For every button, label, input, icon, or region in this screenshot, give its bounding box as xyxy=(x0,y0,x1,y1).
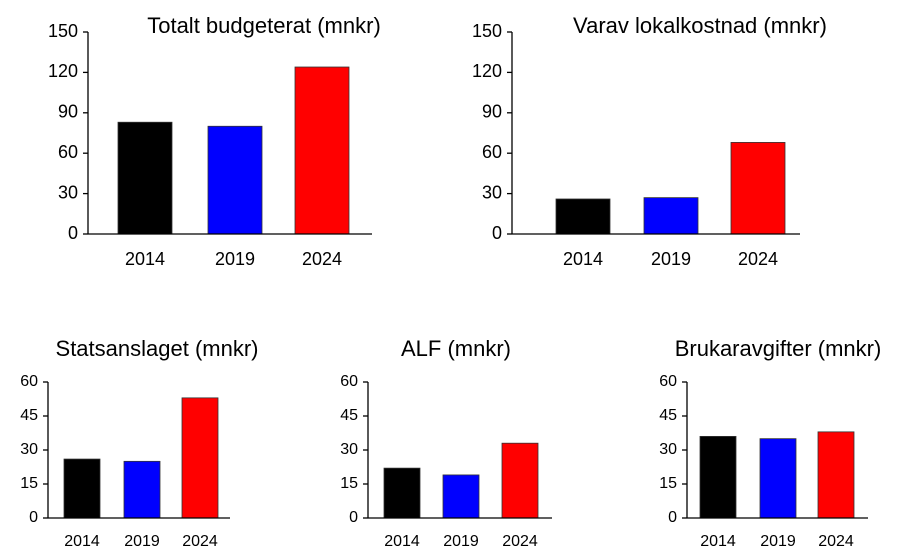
bar xyxy=(555,198,611,235)
bar xyxy=(63,458,101,519)
y-tick-label: 30 xyxy=(58,182,78,202)
x-tick-label: 2019 xyxy=(443,533,479,549)
y-tick-label: 150 xyxy=(472,21,502,41)
x-tick-label: 2014 xyxy=(125,249,165,269)
bar xyxy=(442,474,480,519)
y-tick-label: 15 xyxy=(340,475,358,492)
x-tick-label: 2019 xyxy=(760,533,796,549)
bar xyxy=(699,435,737,519)
x-tick-label: 2024 xyxy=(502,533,538,549)
bar xyxy=(181,397,219,519)
bar xyxy=(730,142,786,235)
x-tick-label: 2014 xyxy=(700,533,736,549)
chart-title: Brukaravgifter (mnkr) xyxy=(675,336,882,361)
x-tick-label: 2019 xyxy=(124,533,160,549)
y-tick-label: 120 xyxy=(48,61,78,81)
y-tick-label: 30 xyxy=(340,441,358,458)
bar xyxy=(207,125,263,235)
x-tick-label: 2019 xyxy=(651,249,691,269)
y-tick-label: 0 xyxy=(29,509,38,526)
bar xyxy=(383,467,421,519)
x-tick-label: 2019 xyxy=(215,249,255,269)
bar xyxy=(817,431,855,519)
y-tick-label: 15 xyxy=(20,475,38,492)
y-tick-label: 90 xyxy=(482,102,502,122)
y-tick-label: 30 xyxy=(482,182,502,202)
y-tick-label: 60 xyxy=(659,373,677,390)
y-tick-label: 0 xyxy=(68,223,78,243)
x-tick-label: 2014 xyxy=(384,533,420,549)
x-tick-label: 2014 xyxy=(563,249,603,269)
bar xyxy=(117,121,173,235)
y-tick-label: 15 xyxy=(659,475,677,492)
y-tick-label: 120 xyxy=(472,61,502,81)
y-tick-label: 30 xyxy=(20,441,38,458)
x-tick-label: 2024 xyxy=(818,533,854,549)
chart-title: Totalt budgeterat (mnkr) xyxy=(147,13,381,38)
bar xyxy=(643,197,699,235)
y-tick-label: 60 xyxy=(482,142,502,162)
x-tick-label: 2024 xyxy=(182,533,218,549)
y-tick-label: 45 xyxy=(659,407,677,424)
y-tick-label: 150 xyxy=(48,21,78,41)
y-tick-label: 90 xyxy=(58,102,78,122)
y-tick-label: 0 xyxy=(668,509,677,526)
y-tick-label: 60 xyxy=(340,373,358,390)
y-tick-label: 60 xyxy=(58,142,78,162)
x-tick-label: 2024 xyxy=(302,249,342,269)
bar xyxy=(501,442,539,519)
x-tick-label: 2024 xyxy=(738,249,778,269)
y-tick-label: 0 xyxy=(349,509,358,526)
bar xyxy=(123,460,161,519)
y-tick-label: 0 xyxy=(492,223,502,243)
y-tick-label: 60 xyxy=(20,373,38,390)
chart-title: ALF (mnkr) xyxy=(401,336,511,361)
bar xyxy=(294,66,350,235)
chart-title: Statsanslaget (mnkr) xyxy=(56,336,259,361)
y-tick-label: 30 xyxy=(659,441,677,458)
chart-title: Varav lokalkostnad (mnkr) xyxy=(573,13,827,38)
bar xyxy=(759,438,797,519)
y-tick-label: 45 xyxy=(20,407,38,424)
y-tick-label: 45 xyxy=(340,407,358,424)
x-tick-label: 2014 xyxy=(64,533,100,549)
